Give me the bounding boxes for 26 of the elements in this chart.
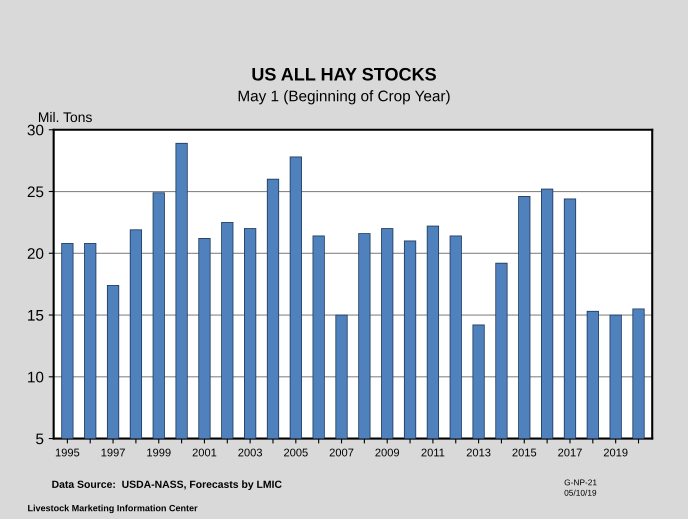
y-tick-label: 20	[28, 248, 44, 259]
y-tick-label: 15	[28, 310, 44, 321]
x-tick-label: 2015	[512, 448, 536, 456]
chart-title: US ALL HAY STOCKS	[252, 68, 436, 81]
x-tick-label: 1997	[102, 448, 125, 456]
y-tick-label: 5	[36, 434, 44, 444]
text: 05/10/19	[564, 490, 596, 496]
y-tick-label: 10	[28, 372, 44, 382]
x-tick-label: 2005	[284, 448, 308, 456]
source-note: Data Source: USDA-NASS, Forecasts by LMIC	[52, 480, 282, 490]
text: Livestock Marketing Information Center	[28, 504, 198, 514]
y-tick-label: 25	[28, 186, 44, 198]
y-axis-title: Mil. Tons	[38, 112, 92, 122]
x-tick-label: 2017	[558, 448, 582, 456]
x-tick-label: 2007	[330, 448, 354, 456]
x-tick-label: 2003	[238, 448, 262, 456]
x-tick-label: 1995	[56, 448, 80, 456]
text: G-NP-21	[564, 479, 597, 486]
x-tick-label: 2011	[422, 448, 444, 456]
x-tick-label: 1999	[147, 448, 171, 456]
x-tick-label: 2009	[375, 448, 400, 456]
y-tick-label: 30	[28, 124, 44, 136]
x-tick-label: 2013	[466, 448, 490, 456]
x-tick-label: 2001	[192, 448, 216, 456]
chart-subtitle: May 1 (Beginning of Crop Year)	[238, 90, 450, 104]
x-tick-label: 2019	[604, 448, 628, 456]
